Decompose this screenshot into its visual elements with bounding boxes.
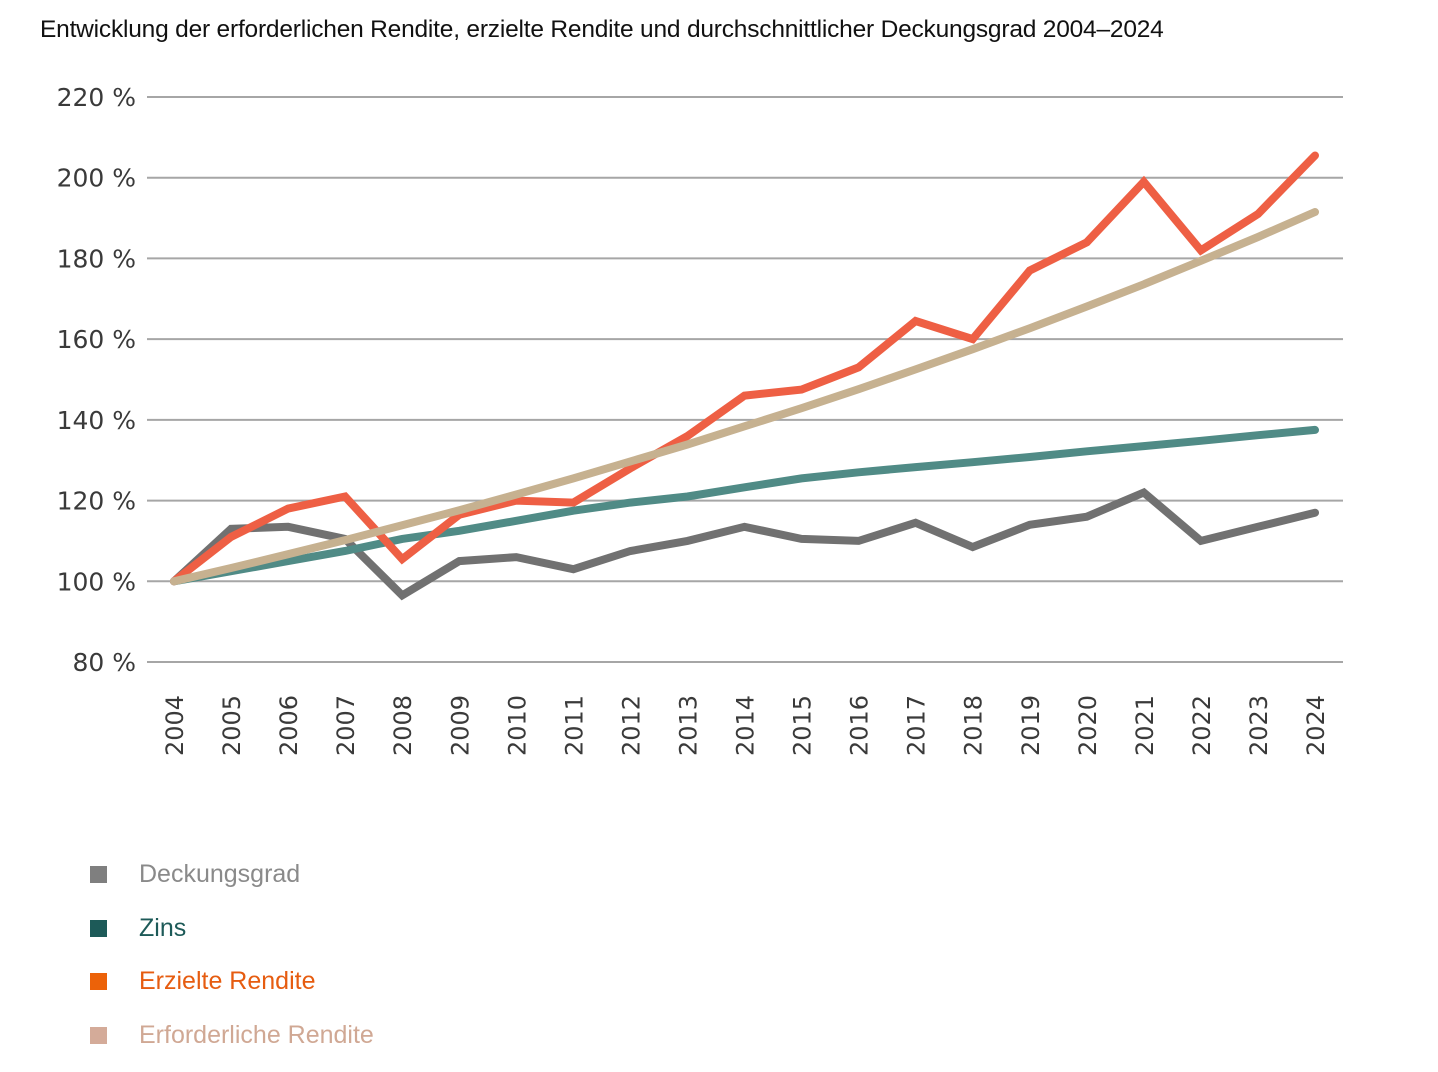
- x-tick-label: 2011: [560, 695, 588, 756]
- series-line-zins: [170, 425, 1319, 586]
- y-tick-label: 140 %: [57, 406, 136, 435]
- x-tick-label: 2021: [1131, 695, 1159, 756]
- legend: Deckungsgrad Zins Erzielte Rendite Erforder…: [90, 848, 374, 1062]
- legend-label: Erforderliche Rendite: [139, 1020, 374, 1049]
- series-line-erzielte-rendite: [170, 151, 1319, 586]
- y-tick-label: 180 %: [57, 244, 136, 273]
- y-tick-label: 220 %: [57, 83, 136, 112]
- chart-title: Entwicklung der erforderlichen Rendite, …: [40, 16, 1164, 43]
- legend-item: Erzielte Rendite: [90, 955, 374, 1009]
- legend-label: Zins: [139, 913, 187, 942]
- y-tick-label: 80 %: [72, 648, 136, 677]
- y-tick-label: 160 %: [57, 325, 136, 354]
- x-tick-label: 2018: [960, 695, 988, 756]
- legend-swatch: [90, 1026, 107, 1044]
- x-tick-label: 2005: [218, 695, 246, 756]
- x-tick-label: 2013: [674, 695, 702, 756]
- legend-label: Deckungsgrad: [139, 860, 301, 889]
- x-tick-label: 2024: [1302, 695, 1330, 756]
- legend-item: Erforderliche Rendite: [90, 1009, 374, 1063]
- y-tick-label: 100 %: [57, 567, 136, 596]
- legend-swatch: [90, 866, 107, 884]
- line-chart: 80 %100 %120 %140 %160 %180 %200 %220 % …: [57, 83, 1343, 756]
- x-axis-ticks: 2004 2005 2006 2007 2008 2009 2010 2011 2012 2013…: [161, 695, 1330, 756]
- legend-item: Zins: [90, 902, 374, 956]
- y-tick-label: 120 %: [57, 487, 136, 516]
- x-tick-label: 2022: [1188, 695, 1216, 756]
- gridlines: [147, 96, 1343, 663]
- x-tick-label: 2008: [389, 695, 417, 756]
- x-tick-label: 2014: [732, 695, 760, 756]
- legend-label: Erzielte Rendite: [139, 967, 316, 996]
- series-lines: [170, 151, 1319, 601]
- x-tick-label: 2009: [446, 695, 474, 756]
- x-tick-label: 2016: [846, 695, 874, 756]
- legend-swatch: [90, 973, 107, 991]
- x-tick-label: 2017: [903, 695, 931, 756]
- x-tick-label: 2012: [617, 695, 645, 756]
- x-tick-label: 2019: [1017, 695, 1045, 756]
- x-tick-label: 2010: [503, 695, 531, 756]
- y-tick-label: 200 %: [57, 164, 136, 193]
- y-axis-ticks: 80 % 100 % 120 % 140 % 160 % 180 % 200 % 220 %: [57, 83, 136, 677]
- x-tick-label: 2007: [332, 695, 360, 756]
- x-tick-label: 2023: [1245, 695, 1273, 756]
- legend-item: Deckungsgrad: [90, 848, 374, 902]
- x-tick-label: 2006: [275, 695, 303, 756]
- x-tick-label: 2020: [1074, 695, 1102, 756]
- legend-swatch: [90, 919, 107, 937]
- x-tick-label: 2004: [161, 695, 189, 756]
- x-tick-label: 2015: [789, 695, 817, 756]
